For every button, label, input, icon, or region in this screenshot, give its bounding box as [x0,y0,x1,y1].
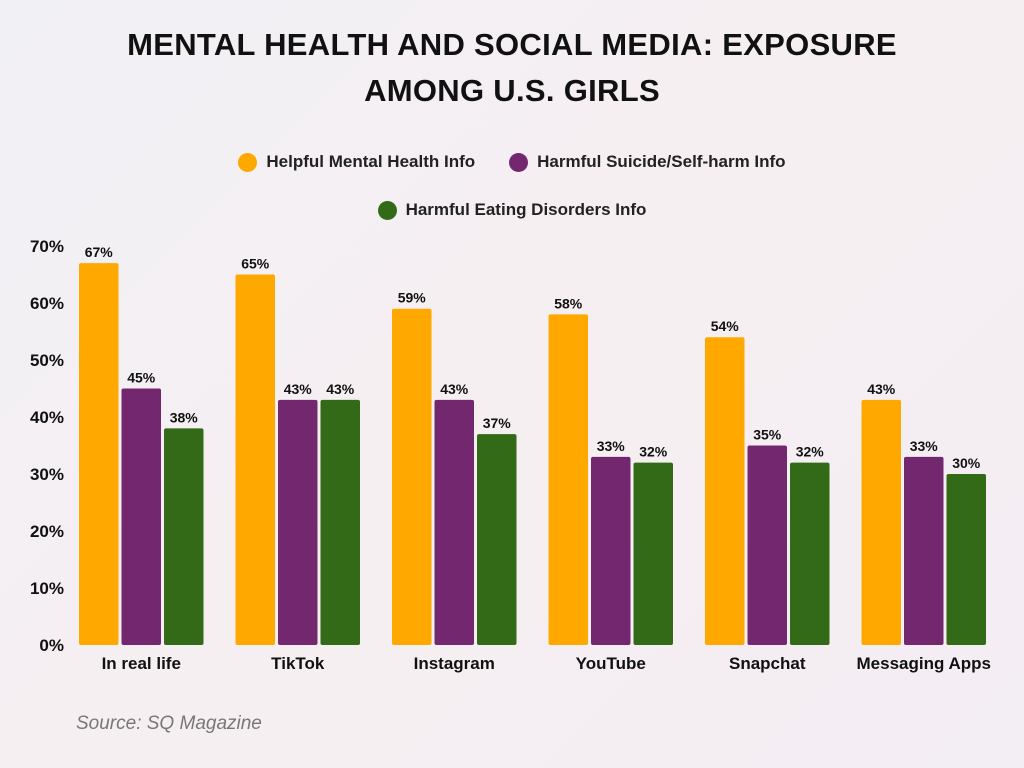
source-note: Source: SQ Magazine [76,713,262,734]
bar [392,308,432,645]
data-label: 43% [284,381,313,397]
data-label: 43% [867,381,896,397]
bar [477,434,517,645]
bar [747,445,787,645]
bar [705,337,745,645]
y-tick-label: 50% [30,351,64,370]
bar [790,462,830,645]
bar [121,388,161,645]
legend-label: Helpful Mental Health Info [266,152,476,171]
data-label: 43% [440,381,469,397]
bar [235,274,275,645]
data-label: 43% [326,381,355,397]
data-label: 45% [127,370,156,386]
legend-label: Harmful Suicide/Self-harm Info [537,152,786,171]
bar [946,474,986,645]
legend-dot-icon [377,200,397,220]
legend-item-helpful: Helpful Mental Health Info [238,152,475,172]
x-tick-label: TikTok [271,654,325,673]
x-tick-label: YouTube [576,654,646,673]
data-label: 33% [910,438,939,454]
bar [861,399,901,645]
data-label: 37% [483,415,512,431]
chart-title: MENTAL HEALTH AND SOCIAL MEDIA: EXPOSURE… [0,22,1024,114]
data-label: 33% [597,438,626,454]
legend-item-eating: Harmful Eating Disorders Info [377,200,647,220]
data-label: 30% [952,455,981,471]
bar [164,428,204,645]
legend-row-1: Helpful Mental Health Info Harmful Suici… [0,152,1024,172]
x-tick-label: Snapchat [729,654,806,673]
y-tick-label: 40% [30,408,64,427]
data-label: 38% [170,409,199,425]
data-label: 35% [753,427,782,443]
legend-row-2: Harmful Eating Disorders Info [0,200,1024,220]
y-tick-label: 60% [30,294,64,313]
bar [633,462,673,645]
data-label: 59% [398,290,427,306]
y-tick-label: 70% [30,237,64,256]
legend-label: Harmful Eating Disorders Info [405,200,647,219]
title-line-2: AMONG U.S. GIRLS [364,73,660,108]
legend-dot-icon [238,152,258,172]
bar [904,456,944,645]
x-tick-label: Instagram [414,654,495,673]
data-label: 54% [711,318,740,334]
data-label: 65% [241,256,270,272]
bar [434,399,474,645]
bar [79,263,119,645]
bar [320,399,360,645]
y-tick-label: 30% [30,465,64,484]
bar [591,456,631,645]
bar [278,399,318,645]
x-tick-label: Messaging Apps [857,654,991,673]
y-tick-label: 0% [39,636,64,655]
data-label: 32% [796,444,825,460]
data-label: 58% [554,295,583,311]
title-line-1: MENTAL HEALTH AND SOCIAL MEDIA: EXPOSURE [127,27,897,62]
y-tick-label: 20% [30,522,64,541]
y-tick-label: 10% [30,579,64,598]
legend-dot-icon [509,152,529,172]
legend-item-suicide: Harmful Suicide/Self-harm Info [509,152,786,172]
data-label: 67% [85,244,114,260]
data-label: 32% [639,444,668,460]
x-tick-label: In real life [102,654,181,673]
bar [548,314,588,645]
